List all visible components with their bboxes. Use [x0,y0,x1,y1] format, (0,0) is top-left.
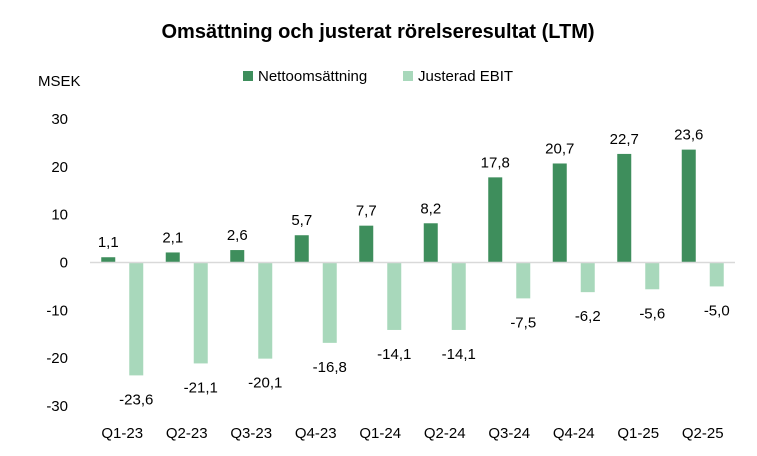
x-tick-label: Q1-23 [101,425,143,442]
x-tick-label: Q3-23 [230,425,272,442]
x-tick-label: Q2-24 [424,425,466,442]
legend: Nettoomsättning Justerad EBIT [243,68,513,85]
bar-justerad-ebit [709,262,724,287]
bar-nettoomsattning [165,252,180,263]
bar-nettoomsattning [423,223,438,263]
data-label-justerad-ebit: -14,1 [377,346,411,363]
data-label-justerad-ebit: -20,1 [248,375,282,392]
data-label-nettoomsattning: 23,6 [674,127,703,144]
bar-nettoomsattning [681,149,696,263]
chart-title: Omsättning och justerat rörelseresultat … [161,21,594,43]
x-tick-label: Q1-24 [359,425,401,442]
data-label-nettoomsattning: 1,1 [98,234,119,251]
x-tick-label: Q3-24 [488,425,530,442]
data-label-justerad-ebit: -21,1 [184,379,218,396]
bar-justerad-ebit [580,262,595,293]
data-label-justerad-ebit: -6,2 [575,308,601,325]
data-label-nettoomsattning: 8,2 [420,200,441,217]
bar-nettoomsattning [230,250,245,263]
bar-justerad-ebit [258,262,273,359]
bar-justerad-ebit [193,262,208,364]
bar-nettoomsattning [552,163,567,263]
data-label-justerad-ebit: -5,0 [704,302,730,319]
bar-nettoomsattning [359,225,374,263]
data-label-nettoomsattning: 5,7 [291,212,312,229]
bar-nettoomsattning [294,235,309,263]
legend-swatch-justerad-ebit [403,71,413,81]
y-tick-label: 10 [51,207,68,224]
data-label-justerad-ebit: -16,8 [313,359,347,376]
y-tick-label: -20 [46,350,68,367]
data-label-nettoomsattning: 2,6 [227,227,248,244]
data-label-nettoomsattning: 7,7 [356,203,377,220]
bar-justerad-ebit [322,262,337,343]
y-tick-label: -10 [46,302,68,319]
x-tick-label: Q4-24 [553,425,595,442]
bar-justerad-ebit [645,262,660,290]
x-axis-ticks: Q1-23 Q2-23 Q3-23 Q4-23 Q1-24 Q2-24 Q3-24 Q4-24… [101,425,723,442]
legend-swatch-nettoomsattning [243,71,253,81]
legend-label-justerad-ebit: Justerad EBIT [418,68,513,85]
data-label-nettoomsattning: 20,7 [545,140,574,157]
y-axis-label: MSEK [38,73,81,90]
y-tick-label: -30 [46,398,68,415]
bar-justerad-ebit [387,262,402,330]
bar-nettoomsattning [488,177,503,263]
data-label-justerad-ebit: -14,1 [442,346,476,363]
data-labels: 1,1 -23,6 2,1 -21,1 2,6 -20,1 5,7 -16,8 7,7 -14,1… [98,127,730,409]
data-label-justerad-ebit: -5,6 [639,305,665,322]
bars [101,149,724,376]
bar-justerad-ebit [516,262,531,299]
y-tick-label: 0 [60,255,68,272]
y-axis-ticks: 30 20 10 0 -10 -20 -30 [46,111,68,415]
bar-nettoomsattning [617,153,632,263]
bar-justerad-ebit [451,262,466,330]
data-label-nettoomsattning: 2,1 [162,229,183,246]
data-label-justerad-ebit: -7,5 [510,314,536,331]
legend-label-nettoomsattning: Nettoomsättning [258,68,367,85]
bar-justerad-ebit [129,262,144,376]
bar-nettoomsattning [101,257,116,263]
x-tick-label: Q2-23 [166,425,208,442]
data-label-nettoomsattning: 17,8 [481,154,510,171]
x-tick-label: Q2-25 [682,425,724,442]
x-tick-label: Q1-25 [617,425,659,442]
data-label-nettoomsattning: 22,7 [610,131,639,148]
data-label-justerad-ebit: -23,6 [119,391,153,408]
y-tick-label: 30 [51,111,68,128]
y-tick-label: 20 [51,159,68,176]
x-tick-label: Q4-23 [295,425,337,442]
